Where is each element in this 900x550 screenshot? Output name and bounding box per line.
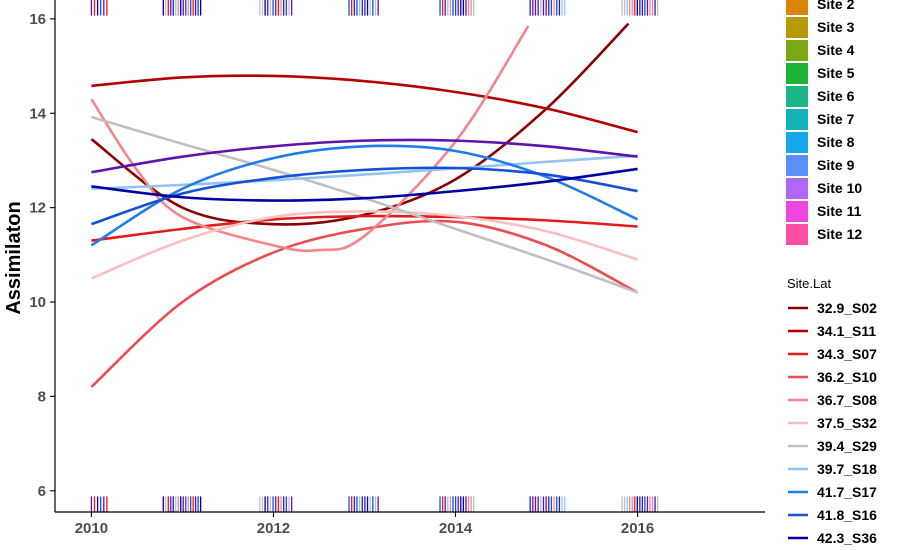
y-tick-label: 10 (29, 294, 46, 311)
x-tick-label: 2010 (75, 520, 108, 537)
site-legend: Site 2 Site 3 Site 4 Site 5 Site 6 Site 7 Site… (786, 0, 862, 245)
legend-label: Site 4 (817, 42, 855, 58)
site-legend-item: Site 4 (786, 40, 855, 61)
legend-label: Site 2 (817, 0, 855, 12)
legend-label: 36.2_S10 (817, 369, 877, 385)
legend-label: Site 5 (817, 65, 855, 81)
y-axis-ticks: 6 8 10 12 14 16 (29, 11, 55, 500)
x-tick-label: 2014 (439, 520, 473, 537)
site-lat-legend-item: 42.3_S36 (788, 530, 877, 546)
site-lat-legend-item: 39.4_S29 (788, 438, 877, 454)
y-axis-title: Assimilaton (3, 201, 25, 314)
series-line-41-8-s16 (90, 166, 638, 226)
legend-swatch (786, 17, 808, 38)
legend-swatch (786, 224, 808, 245)
site-legend-item: Site 5 (786, 63, 855, 84)
site-lat-legend-item: 34.1_S11 (788, 323, 876, 339)
site-lat-legend-item: 39.7_S18 (788, 461, 877, 477)
site-legend-item: Site 7 (786, 109, 855, 130)
site-legend-item: Site 3 (786, 17, 855, 38)
y-tick-label: 8 (38, 388, 46, 405)
legend-label: 42.3_S36 (817, 530, 877, 546)
site-lat-legend-item: 36.2_S10 (788, 369, 877, 385)
legend-swatch (786, 132, 808, 153)
legend-label: Site 7 (817, 111, 855, 127)
x-axis-ticks: 2010 2012 2014 2016 (75, 512, 654, 537)
site-legend-item: Site 12 (786, 224, 862, 245)
site-lat-legend-item: 34.3_S07 (788, 346, 877, 362)
legend-swatch (786, 63, 808, 84)
y-tick-label: 14 (29, 105, 46, 122)
legend-label: 37.5_S32 (817, 415, 877, 431)
site-lat-legend-item: 41.7_S17 (788, 484, 877, 500)
x-tick-label: 2012 (257, 520, 290, 537)
legend-swatch (786, 201, 808, 222)
legend-label: 41.8_S16 (817, 507, 877, 523)
legend-label: 34.3_S07 (817, 346, 877, 362)
legend-label: Site 9 (817, 157, 855, 173)
legend-swatch (786, 155, 808, 176)
legend-label: 32.9_S02 (817, 300, 877, 316)
series-line-42-3-s36 (91, 167, 638, 202)
rug-layer (90, 0, 659, 512)
series-line-37-5-s32 (90, 210, 638, 280)
legend-label: Site 11 (817, 203, 862, 219)
site-lat-legend-item: 36.7_S08 (788, 392, 877, 408)
legend-swatch (786, 40, 808, 61)
legend-label: 36.7_S08 (817, 392, 877, 408)
site-legend-item: Site 9 (786, 155, 855, 176)
site-lat-legend-item: 41.8_S16 (788, 507, 877, 523)
site-legend-item: Site 6 (786, 86, 855, 107)
legend-label: Site 8 (817, 134, 855, 150)
legend-swatch (786, 0, 808, 15)
legend-label: Site 12 (817, 226, 862, 242)
site-legend-item: Site 11 (786, 201, 862, 222)
series-line-unlabeled (91, 138, 638, 174)
legend-label: Site 3 (817, 19, 855, 35)
legend-swatch (786, 109, 808, 130)
series-lines (90, 22, 639, 388)
y-tick-label: 12 (29, 200, 46, 217)
legend-label: Site 10 (817, 180, 862, 196)
series-line-39-7-s18 (91, 154, 638, 191)
series-line-36-2-s10 (90, 219, 639, 388)
legend-label: 34.1_S11 (817, 323, 876, 339)
y-tick-label: 6 (38, 483, 46, 500)
legend-title: Site.Lat (787, 276, 831, 291)
site-legend-item: Site 10 (786, 178, 862, 199)
legend-swatch (786, 178, 808, 199)
site-legend-item: Site 8 (786, 132, 855, 153)
site-lat-legend-item: 37.5_S32 (788, 415, 877, 431)
legend-label: 41.7_S17 (817, 484, 877, 500)
site-lat-legend: Site.Lat 32.9_S02 34.1_S11 34.3_S07 36.2_S1… (787, 276, 877, 546)
series-line-34-3-s07 (91, 214, 638, 242)
y-tick-label: 16 (29, 11, 46, 28)
legend-label: 39.4_S29 (817, 438, 877, 454)
series-line-34-1-s11 (91, 74, 638, 134)
legend-swatch (786, 86, 808, 107)
x-tick-label: 2016 (621, 520, 654, 537)
legend-label: 39.7_S18 (817, 461, 877, 477)
site-lat-legend-item: 32.9_S02 (788, 300, 877, 316)
legend-label: Site 6 (817, 88, 855, 104)
site-legend-item: Site 2 (786, 0, 855, 15)
series-line-39-4-s29 (91, 115, 639, 294)
series-line-41-7-s17 (90, 144, 639, 247)
